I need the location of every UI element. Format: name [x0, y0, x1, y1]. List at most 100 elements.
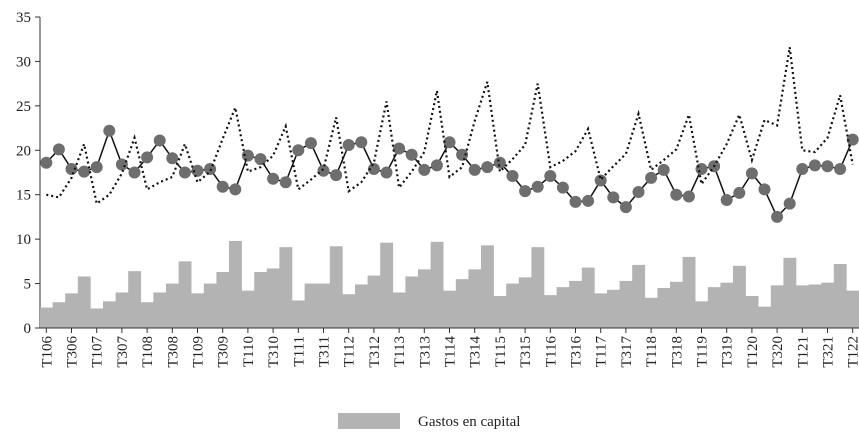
bar	[758, 306, 772, 328]
bar	[203, 283, 217, 328]
bar	[531, 247, 545, 328]
bar	[556, 287, 570, 328]
x-tick-label: T122	[846, 336, 859, 368]
bar	[695, 301, 709, 328]
marker	[632, 186, 645, 199]
bar	[367, 275, 381, 328]
x-tick-label: T116	[543, 336, 559, 368]
bar	[632, 264, 646, 328]
bar	[783, 257, 797, 328]
bar	[670, 281, 683, 328]
bar	[229, 240, 242, 328]
x-tick-label: T318	[669, 336, 685, 368]
marker	[468, 163, 481, 176]
marker	[834, 162, 847, 175]
marker	[594, 174, 607, 187]
marker	[582, 194, 595, 207]
legend-swatch	[338, 413, 400, 429]
marker	[645, 171, 658, 184]
x-tick-label: T312	[367, 336, 383, 368]
bar	[808, 284, 822, 328]
bar	[682, 256, 696, 328]
bar	[607, 289, 620, 328]
bar	[115, 292, 129, 328]
marker	[745, 167, 758, 180]
bar	[733, 265, 746, 328]
bar	[720, 282, 734, 328]
y-tick-label: 10	[16, 232, 31, 248]
x-tick-label: T309	[216, 336, 232, 368]
bar	[644, 297, 658, 328]
bar	[266, 268, 280, 328]
bar	[140, 302, 154, 328]
legend-label: Gastos en capital	[418, 414, 520, 430]
bar	[380, 242, 394, 328]
marker	[733, 186, 746, 199]
marker	[254, 153, 267, 166]
marker	[141, 151, 154, 164]
marker	[115, 158, 128, 171]
bar	[493, 296, 507, 328]
x-tick-label: T315	[518, 336, 534, 368]
bar	[657, 288, 671, 328]
marker	[229, 183, 242, 196]
bar	[846, 290, 859, 328]
marker	[493, 156, 506, 169]
bar	[241, 290, 255, 328]
bar	[279, 247, 293, 328]
marker	[846, 133, 859, 146]
marker	[682, 190, 695, 203]
x-tick-label: T107	[90, 336, 106, 368]
y-tick-label: 25	[16, 99, 31, 115]
bar	[468, 269, 482, 328]
bar	[569, 280, 583, 328]
x-tick-label: T109	[191, 336, 207, 368]
x-tick-label: T108	[140, 336, 156, 368]
bar	[833, 264, 847, 328]
bar	[77, 276, 91, 328]
marker	[304, 137, 317, 150]
marker	[52, 143, 65, 156]
x-tick-label: T321	[821, 336, 837, 368]
x-tick-label: T311	[317, 336, 333, 367]
bar	[455, 279, 469, 328]
marker	[695, 162, 708, 175]
marker	[90, 161, 103, 174]
marker	[771, 210, 784, 223]
bar	[443, 290, 457, 328]
bar	[128, 271, 142, 328]
x-tick-label: T307	[115, 336, 131, 368]
bar	[342, 294, 356, 328]
marker	[544, 170, 557, 183]
x-tick-label: T310	[266, 336, 282, 368]
marker	[267, 172, 280, 185]
marker	[128, 166, 141, 179]
marker	[720, 194, 733, 207]
marker	[241, 149, 254, 162]
x-tick-label: T121	[795, 336, 811, 368]
bar	[405, 276, 419, 328]
y-tick-label: 30	[16, 54, 31, 70]
x-tick-label: T111	[291, 336, 307, 367]
x-tick-label: T313	[417, 336, 433, 368]
marker	[191, 164, 204, 177]
marker	[481, 161, 494, 174]
marker	[519, 185, 532, 198]
marker	[418, 163, 431, 176]
bar	[355, 284, 368, 328]
bar	[191, 293, 205, 328]
y-tick-label: 5	[24, 277, 32, 293]
marker	[430, 159, 443, 172]
marker	[292, 144, 305, 157]
marker	[103, 124, 116, 137]
x-tick-label: T106	[39, 336, 55, 368]
bar	[52, 302, 66, 328]
y-tick-label: 35	[16, 10, 31, 26]
x-tick-label: T308	[165, 336, 181, 368]
marker	[556, 181, 569, 194]
marker	[783, 197, 796, 210]
bar	[796, 285, 809, 328]
bar	[40, 307, 53, 328]
x-tick-label: T119	[695, 336, 711, 367]
